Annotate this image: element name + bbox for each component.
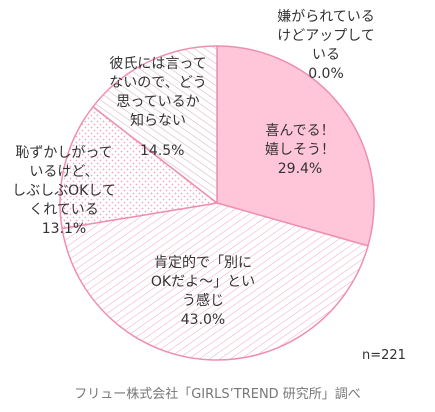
value-label: 14.5% <box>140 143 185 159</box>
pie-slice <box>61 202 369 361</box>
slice-label: 彼氏には言って ないので、どう 思っているか 知らない <box>96 55 220 131</box>
source: フリュー株式会社「GIRLS’TREND 研究所」調べ <box>74 387 361 402</box>
value-label: 29.4% <box>277 161 323 177</box>
sample-size: n=221 <box>362 348 406 363</box>
category-label: 彼氏には言って ないので、どう 思っているか 知らない <box>109 56 207 129</box>
slice-label: 嫌がられている けどアップして いる 0.0% <box>268 8 384 84</box>
slice-label: 肯定的で「別に OKだよ〜」とい う感じ 43.0% <box>144 254 262 330</box>
category-label: 肯定的で「別に OKだよ〜」とい う感じ <box>150 255 256 309</box>
category-label: 嫌がられている けどアップして いる <box>277 9 375 63</box>
category-label: 恥ずかしがって いるけど、 しぶしぶOKして くれている <box>12 145 116 218</box>
value-label: 43.0% <box>180 312 226 328</box>
slice-label: 喜んでる！ 嬉しそう！ 29.4% <box>256 122 344 179</box>
value-label: 13.1% <box>41 221 87 237</box>
pie-slice <box>91 45 218 205</box>
value-label: 0.0% <box>308 66 344 82</box>
pie-slice <box>59 105 219 230</box>
pie-slice <box>216 45 375 247</box>
category-label: 喜んでる！ 嬉しそう！ <box>265 123 335 158</box>
slice-label: 恥ずかしがって いるけど、 しぶしぶOKして くれている 13.1% <box>2 144 126 239</box>
